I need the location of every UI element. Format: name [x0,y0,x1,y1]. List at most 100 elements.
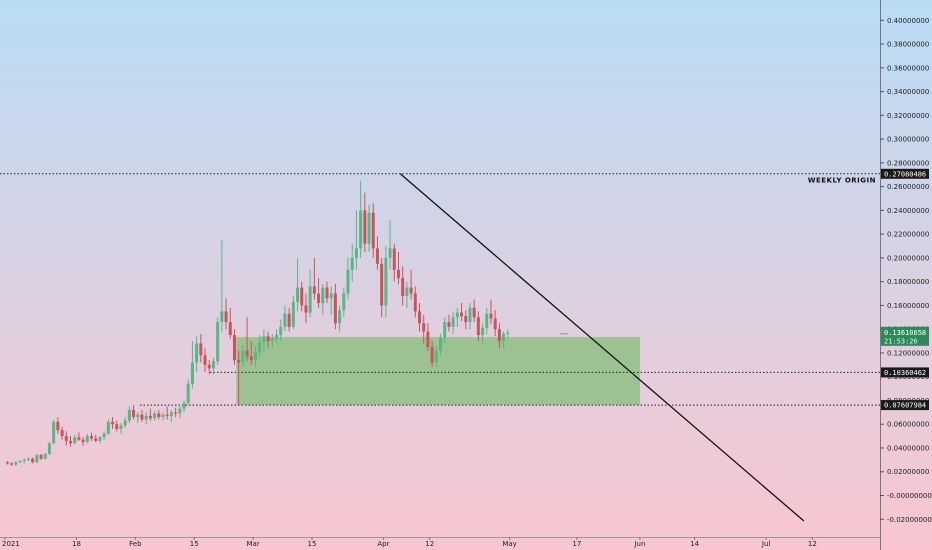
candle-body [279,326,283,336]
candle-body [132,409,136,418]
y-tick-label: 0.16000000 [887,302,929,310]
x-tick-label: Mar [246,540,259,548]
candle-body [422,323,426,332]
y-tick-label: 0.40000000 [887,17,929,25]
candle-body [190,362,194,384]
candle-body [460,312,464,317]
candle-body [333,293,337,324]
y-tick-label: -0.02000000 [887,516,932,524]
candle-body [497,329,501,342]
candle-body [186,383,190,403]
candle-body [199,343,203,356]
candle-body [258,342,262,352]
candle-body [321,287,325,304]
y-tick-label: 0.18000000 [887,278,929,286]
candle-body [77,437,81,440]
candle-body [485,313,489,328]
candle-body [468,307,472,323]
x-tick-label: 12 [808,540,817,548]
candle-body [430,347,434,363]
support-zone [236,337,640,406]
candle-body [60,430,64,437]
x-axis: 2021 18 Feb 15 Mar 15 Apr 12 May 17 Jun 14 Jul 12 [2,537,817,548]
candle-body [283,313,287,327]
candle-body [52,421,56,444]
candle-body [489,313,493,319]
candle-body [367,212,371,244]
candle-body [165,414,169,416]
candle-body [266,336,270,342]
candle-body [275,335,279,339]
x-tick-label: 15 [308,540,317,548]
candle-body [287,313,291,327]
x-tick-label: Feb [129,540,142,548]
candle-body [506,332,510,334]
candle-body [291,301,295,327]
level-price-label: 0.27080486 [884,170,926,178]
candle-body [203,355,207,365]
candle-body [39,455,43,459]
candle-body [317,293,321,304]
candle-body [161,414,165,418]
candle-body [384,257,388,306]
candle-body [157,413,161,418]
y-tick-label: 0.02000000 [887,468,929,476]
candle-body [169,412,173,416]
candle-body [68,440,72,444]
candle-body [312,286,316,294]
candle-body [10,463,14,465]
candle-body [354,248,358,258]
level-price-label-bg [881,400,929,411]
candle-body [439,337,443,351]
candle-body [342,293,346,311]
candle-body [220,311,224,323]
candle-body [123,420,127,426]
candle-body [178,408,182,414]
candle-body [43,453,47,459]
candle-body [47,443,51,454]
candle-body [207,364,211,369]
candle-body [94,438,98,441]
candle-body [174,412,178,414]
x-tick-label: 17 [572,540,581,548]
x-tick-label: Jul [761,540,771,548]
candle-body [409,287,413,294]
candle-body [464,316,468,323]
candle-body [26,458,30,460]
candle-body [447,322,451,327]
candle-body [270,338,274,342]
candle-body [211,361,215,369]
x-tick-label: 14 [690,540,699,548]
candle-body [224,311,228,323]
candle-body [195,343,199,363]
candle-body [14,462,18,465]
level-price-label-bg [881,168,929,179]
current-price-label-bg [881,326,929,346]
y-tick-label: 0.38000000 [887,41,929,49]
y-tick-label: 0.30000000 [887,136,929,144]
candle-body [346,269,350,294]
y-tick-label: 0.06000000 [887,421,929,429]
level-lines-layer [0,173,880,406]
y-tick-label: 0.34000000 [887,88,929,96]
candle-body [308,286,312,313]
y-tick-label: 0.24000000 [887,207,929,215]
candle-body [81,439,85,443]
candle-body [472,307,476,318]
level-price-label-bg [881,367,929,378]
candle-body [106,421,110,434]
candle-body [111,421,115,425]
candle-body [22,459,26,462]
candles-layer [5,180,510,466]
candle-body [426,331,430,347]
candle-body [216,322,220,362]
x-tick-label: 12 [425,540,434,548]
candle-body [115,424,119,429]
candle-body [455,312,459,318]
candle-body [502,333,506,342]
candle-body [144,415,148,420]
candle-body [434,350,438,363]
candle-body [5,462,9,464]
